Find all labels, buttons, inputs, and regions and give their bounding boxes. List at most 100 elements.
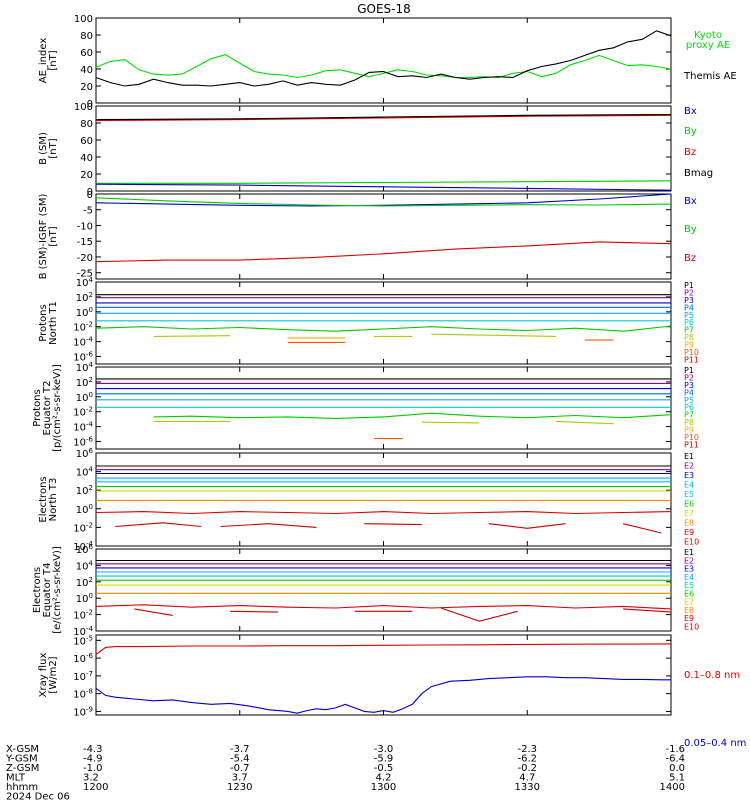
x-row-value: -5.4 (230, 754, 250, 765)
legend-entry: Bz (684, 253, 696, 264)
legend-entry: P7 (684, 411, 694, 420)
legend-entry: Bx (684, 196, 697, 207)
panel-frame (95, 634, 672, 716)
legend-entry: E5 (684, 490, 694, 499)
legend-entry: Bz (684, 147, 696, 158)
legend-entry: E3 (684, 471, 694, 480)
y-axis-label: AE_index (38, 38, 49, 84)
y-tick-label: 40 (80, 153, 93, 164)
y-tick-label: -5 (83, 206, 93, 217)
x-row-label: hhmm (6, 782, 38, 793)
legend-entry: By (684, 126, 697, 137)
legend-entry: P8 (684, 418, 694, 427)
y-tick-label: 10-2 (73, 321, 93, 334)
series-line-e10 (134, 608, 173, 616)
x-row-value: 4.7 (519, 773, 535, 784)
legend-entry: Bmag (684, 168, 713, 179)
x-row-value: -1.6 (665, 744, 685, 755)
y-tick-label: 10-6 (73, 652, 93, 665)
legend-entry: Bx (684, 106, 697, 117)
series-line-e10 (488, 523, 566, 529)
legend-entry: E2 (684, 461, 694, 470)
y-axis-label: North T3 (48, 478, 59, 522)
y-tick-label: 60 (80, 48, 93, 59)
y-tick-label: 80 (80, 119, 93, 130)
legend-entry: E4 (684, 480, 694, 489)
y-tick-label: -20 (77, 253, 93, 264)
legend: Bx By Bz Bmag (684, 106, 713, 179)
series-line-0-1-0-8-nm (95, 643, 672, 656)
series-line-bz (95, 114, 672, 122)
legend-entry: P6 (684, 403, 694, 412)
y-tick-label: 10-2 (73, 609, 93, 622)
legend-entry: E4 (684, 573, 694, 582)
series-line-e10 (623, 608, 672, 613)
series-line-bmag (95, 113, 672, 121)
x-row-value: -4.3 (83, 744, 103, 755)
legend: Bx By Bz (684, 196, 697, 264)
legend-entry: P1 (684, 281, 694, 290)
x-row-value: 1330 (515, 782, 540, 793)
legend-entry: P4 (684, 388, 694, 397)
y-tick-label: 100 (76, 306, 93, 319)
y-axis-label: Xray flux (38, 653, 49, 698)
series-group (95, 559, 672, 622)
series-line-p8 (431, 333, 557, 337)
y-tick-label: 106 (76, 543, 94, 556)
legend-entry: E1 (684, 548, 694, 557)
legend-entry: E8 (684, 518, 694, 527)
series-line-p7 (153, 412, 672, 419)
legend-entry: 0.1–0.8 nm (684, 670, 740, 681)
y-tick-label: 20 (80, 82, 93, 93)
x-row-value: -5.9 (374, 754, 394, 765)
series-line-kyoto-proxy-ae (95, 54, 672, 79)
series-line-p8 (421, 421, 480, 424)
legend-entry: E10 (684, 537, 699, 546)
y-tick-label: 100 (76, 391, 93, 404)
legend-entry: E7 (684, 509, 694, 518)
legend-entry: E3 (684, 565, 694, 574)
y-tick-label: 104 (76, 466, 94, 479)
legend-entry: P10 (684, 433, 699, 442)
series-line-p8 (153, 335, 231, 337)
y-axis-label: Protons (32, 389, 43, 426)
x-axis-labels: X-GSM -4.3 -3.7 -3.0 -2.3 -1.6 Y-GSM -4.9 -5.4 -5… (5, 744, 685, 800)
y-tick-label: 10-9 (73, 705, 93, 718)
series-line-e10 (440, 607, 518, 622)
legend-entry: P1 (684, 366, 694, 375)
legend-entry: Themis AE (683, 71, 737, 82)
legend-entry: P3 (684, 381, 694, 390)
y-tick-label: 104 (76, 559, 94, 572)
series-group (95, 643, 672, 714)
legend-entry: P5 (684, 311, 694, 320)
y-tick-label: 10-5 (73, 634, 93, 647)
y-tick-label: 10-4 (73, 336, 93, 349)
x-row-value: 5.1 (669, 773, 685, 784)
y-tick-label: 10-4 (73, 421, 93, 434)
y-axis-label: B (SM)-IGRF (SM) (38, 194, 49, 280)
y-tick-label: 10-2 (73, 521, 93, 534)
legend-entry: P2 (684, 373, 694, 382)
y-tick-label: 100 (76, 503, 93, 516)
x-row-value: 4.2 (376, 773, 392, 784)
series-group (95, 193, 672, 263)
x-row-value: 1230 (227, 782, 252, 793)
y-tick-label: 102 (76, 576, 93, 589)
panel-frame (95, 193, 672, 280)
y-tick-label: 20 (80, 170, 93, 181)
y-tick-label: 0 (87, 99, 93, 110)
legend-entry: By (684, 224, 697, 235)
legend-entry: E7 (684, 598, 694, 607)
date-label: 2024 Dec 06 (6, 792, 70, 800)
y-axis-label: [nT] (48, 50, 59, 70)
series-group (95, 294, 672, 343)
legend-entry: P7 (684, 326, 694, 335)
series-group (95, 30, 672, 87)
series-line-p8 (555, 420, 614, 425)
y-tick-label: 10-2 (73, 406, 93, 419)
legend-entry: 0.05–0.4 nm (684, 738, 746, 749)
y-axis-label: B (SM) (38, 132, 49, 165)
